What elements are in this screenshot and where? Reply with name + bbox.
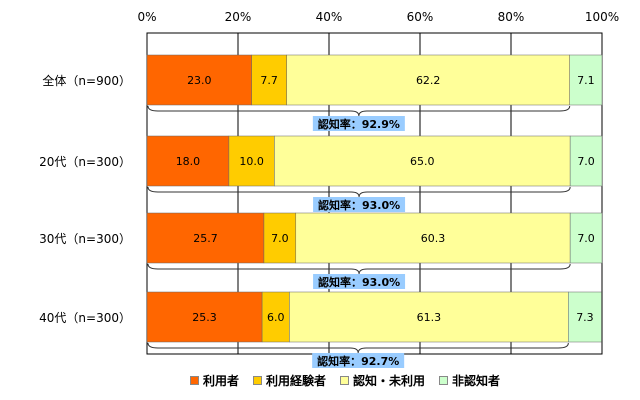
data-label: 60.3 — [421, 232, 446, 245]
data-label: 18.0 — [176, 155, 201, 168]
bar-segment — [228, 135, 275, 187]
x-tick-label: 80% — [498, 10, 525, 24]
data-label: 62.2 — [416, 74, 441, 87]
category-label: 40代（n=300） — [39, 311, 131, 325]
data-label: 7.0 — [577, 155, 595, 168]
x-tick-label: 20% — [225, 10, 252, 24]
awareness-brace — [147, 105, 571, 117]
data-label: 7.3 — [576, 311, 594, 324]
legend-item: 認知・未利用 — [340, 372, 425, 389]
awareness-brace — [147, 186, 571, 198]
bar-segment — [295, 212, 571, 264]
data-label: 7.7 — [260, 74, 278, 87]
awareness-brace — [147, 263, 571, 275]
awareness-rate-label: 認知率：93.0% — [318, 198, 400, 212]
data-label: 7.0 — [577, 232, 595, 245]
category-label: 20代（n=300） — [39, 155, 131, 169]
legend-swatch — [439, 375, 449, 385]
awareness-rate-box — [312, 116, 405, 131]
legend-label: 利用経験者 — [266, 373, 327, 388]
legend-label: 非認知者 — [452, 373, 501, 388]
data-label: 61.3 — [417, 311, 442, 324]
data-label: 7.0 — [271, 232, 289, 245]
bar-segment — [274, 135, 571, 187]
category-label: 30代（n=300） — [39, 232, 131, 246]
data-label: 10.0 — [239, 155, 264, 168]
data-label: 23.0 — [187, 74, 212, 87]
bar-segment — [146, 54, 252, 106]
legend-item: 利用経験者 — [253, 372, 326, 389]
bar-segment — [569, 54, 603, 106]
legend-label: 認知・未利用 — [353, 373, 426, 388]
legend-swatch — [190, 375, 199, 385]
data-label: 25.3 — [192, 311, 217, 324]
awareness-rate-box — [313, 197, 406, 212]
data-label: 65.0 — [410, 155, 435, 168]
bar-segment — [569, 135, 603, 187]
awareness-rate-label: 認知率：93.0% — [318, 275, 400, 289]
x-tick-label: 60% — [407, 10, 434, 24]
x-tick-label: 40% — [316, 10, 343, 24]
data-label: 25.7 — [193, 232, 218, 245]
awareness-brace — [147, 342, 569, 354]
legend-swatch — [253, 375, 263, 385]
legend-item: 利用者 — [190, 372, 239, 389]
bar-segment — [286, 54, 570, 106]
bar-segment — [146, 135, 230, 187]
category-label: 全体（n=900） — [42, 73, 131, 88]
x-tick-label: 100% — [585, 10, 619, 24]
awareness-rate-label: 認知率：92.7% — [317, 354, 399, 368]
x-tick-label: 0% — [137, 10, 156, 24]
legend-label: 利用者 — [203, 373, 240, 388]
data-label: 7.1 — [577, 74, 595, 87]
awareness-rate-label: 認知率：92.9% — [318, 117, 400, 131]
data-label: 6.0 — [267, 311, 285, 324]
chart-legend: 利用者 利用経験者 認知・未利用 非認知者 — [190, 372, 500, 388]
bar-segment — [146, 291, 263, 343]
legend-item: 非認知者 — [439, 372, 500, 389]
bar-segment — [568, 291, 602, 343]
awareness-rate-box — [312, 353, 405, 368]
bar-segment — [251, 54, 287, 106]
bar-segment — [263, 212, 297, 264]
bar-segment — [569, 212, 603, 264]
awareness-rate-box — [313, 274, 406, 289]
legend-swatch — [340, 375, 350, 385]
